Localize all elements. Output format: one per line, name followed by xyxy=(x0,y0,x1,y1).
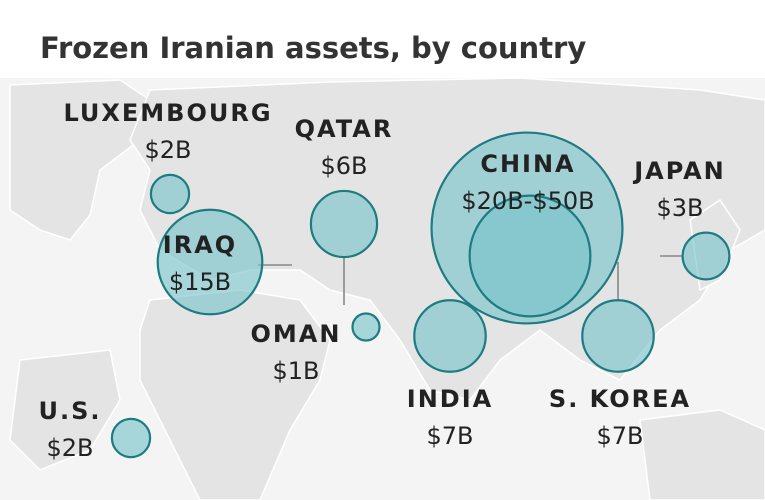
country-name: LUXEMBOURG xyxy=(63,99,272,127)
asset-amount: $15B xyxy=(169,268,231,296)
country-name: CHINA xyxy=(480,150,575,178)
country-name: OMAN xyxy=(251,320,342,348)
country-name: INDIA xyxy=(407,385,493,413)
country-name: QATAR xyxy=(295,115,394,143)
title: Frozen Iranian assets, by country xyxy=(40,31,586,65)
country-name: JAPAN xyxy=(632,157,726,185)
bubble xyxy=(309,189,379,259)
country-name: S. KOREA xyxy=(549,385,691,413)
asset-amount: $2B xyxy=(46,434,93,462)
bubble xyxy=(110,417,152,459)
asset-amount: $3B xyxy=(656,194,703,222)
asset-amount: $7B xyxy=(426,422,473,450)
bubble xyxy=(413,299,487,373)
bubble xyxy=(468,194,592,318)
asset-amount: $7B xyxy=(596,422,643,450)
country-name: IRAQ xyxy=(163,231,237,259)
country-name: U.S. xyxy=(38,397,101,425)
asset-amount: $1B xyxy=(272,357,319,385)
asset-amount: $2B xyxy=(144,136,191,164)
bubble xyxy=(581,299,655,373)
asset-amount: $6B xyxy=(320,152,367,180)
bubble xyxy=(351,312,381,342)
bubble xyxy=(156,208,264,316)
bubble xyxy=(681,231,731,281)
asset-amount: $20B-$50B xyxy=(461,187,594,215)
bubble xyxy=(149,173,191,215)
